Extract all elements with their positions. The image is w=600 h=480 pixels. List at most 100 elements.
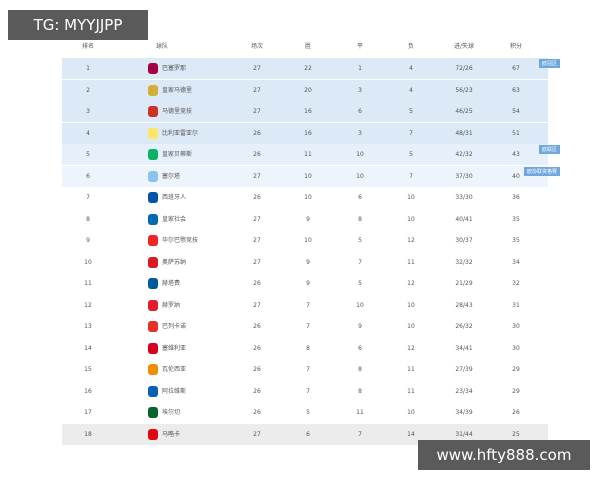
team-logo <box>148 127 158 139</box>
table-cell: 10 <box>84 258 92 266</box>
team-logo <box>148 299 158 311</box>
table-cell: 9 <box>358 323 362 330</box>
team-name: 埃尔切 <box>162 409 181 416</box>
team-name: 巴塞罗那 <box>162 65 187 72</box>
table-cell: 34/39 <box>455 409 473 416</box>
team-name: 奥萨苏纳 <box>162 258 187 266</box>
team-name: 比利亚雷亚尔 <box>162 129 199 137</box>
table-cell: 7 <box>86 194 90 201</box>
table-cell: 36 <box>512 194 520 201</box>
team-name: 瓦伦西亚 <box>162 366 187 373</box>
header-cell: 胜 <box>304 43 311 50</box>
table-row: 15 瓦伦西亚 26 7 8 11 27/39 29 <box>62 359 548 380</box>
table-row: 14 塞维利亚 26 8 6 12 34/41 30 <box>62 337 548 359</box>
table-cell: 16 <box>304 108 312 115</box>
table-cell: 5 <box>409 151 413 158</box>
table-cell: 10 <box>407 409 415 416</box>
table-cell: 12 <box>84 301 92 309</box>
table-cell: 7 <box>306 301 310 309</box>
table-cell: 12 <box>407 280 415 287</box>
table-cell: 9 <box>306 215 310 223</box>
table-row: 11 赫塔费 26 9 5 12 21/29 32 <box>62 273 548 294</box>
table-cell: 26 <box>253 323 261 330</box>
table-cell: 10 <box>407 323 415 330</box>
table-cell: 3 <box>358 86 362 94</box>
team-logo <box>148 364 158 375</box>
table-cell: 4 <box>409 65 413 72</box>
table-cell: 10 <box>407 215 415 223</box>
table-cell: 5 <box>306 409 310 416</box>
table-cell: 10 <box>304 237 312 244</box>
table-cell: 30 <box>512 323 520 330</box>
table-row: 10 奥萨苏纳 27 9 7 11 32/32 34 <box>62 251 548 273</box>
team-name: 西班牙人 <box>162 194 187 201</box>
table-cell: 2 <box>86 86 90 94</box>
table-cell: 54 <box>512 108 520 115</box>
team-logo <box>148 106 158 117</box>
team-name: 塞维利亚 <box>162 344 187 352</box>
table-cell: 5 <box>409 108 413 115</box>
table-cell: 7 <box>358 258 362 266</box>
table-cell: 67 <box>512 65 520 72</box>
table-cell: 9 <box>306 258 310 266</box>
table-cell: 8 <box>358 387 362 395</box>
header-cell: 负 <box>407 43 414 50</box>
table-cell: 26 <box>253 366 261 373</box>
team-name: 马略卡 <box>162 430 181 438</box>
table-cell: 34 <box>512 258 520 266</box>
table-cell: 3 <box>86 108 90 115</box>
table-cell: 27/39 <box>455 366 473 373</box>
table-cell: 10 <box>407 301 415 309</box>
table-cell: 11 <box>407 366 415 373</box>
table-cell: 8 <box>86 215 90 223</box>
table-cell: 10 <box>356 172 364 180</box>
table-cell: 27 <box>253 215 261 223</box>
table-cell: 6 <box>358 344 362 352</box>
table-cell: 30 <box>512 344 520 352</box>
table-cell: 56/23 <box>455 86 473 94</box>
table-cell: 11 <box>304 151 312 158</box>
table-row: 9 毕尔巴鄂竞技 27 10 5 12 30/37 35 <box>62 230 548 251</box>
table-cell: 29 <box>512 387 520 395</box>
table-cell: 31/44 <box>455 430 473 438</box>
table-cell: 14 <box>407 430 415 438</box>
table-cell: 9 <box>86 237 90 244</box>
table-cell: 10 <box>304 172 312 180</box>
table-cell: 27 <box>253 258 261 266</box>
table-cell: 6 <box>358 108 362 115</box>
table-cell: 10 <box>304 194 312 201</box>
table-cell: 7 <box>306 387 310 395</box>
table-cell: 26 <box>253 151 261 158</box>
table-row: 3 马德里竞技 27 16 6 5 46/25 54 <box>62 101 548 122</box>
table-cell: 43 <box>512 151 520 158</box>
table-cell: 20 <box>304 86 312 94</box>
team-name: 皇家贝蒂斯 <box>162 151 193 158</box>
table-cell: 27 <box>253 301 261 309</box>
table-cell: 1 <box>86 65 90 72</box>
table-cell: 7 <box>409 129 413 137</box>
team-logo <box>148 149 158 160</box>
table-cell: 31 <box>512 301 520 309</box>
table-cell: 8 <box>358 215 362 223</box>
table-cell: 4 <box>86 129 90 137</box>
table-cell: 26 <box>253 344 261 352</box>
table-cell: 1 <box>358 65 362 72</box>
table-cell: 8 <box>306 344 310 352</box>
table-cell: 7 <box>409 172 413 180</box>
table-row: 8 皇家社会 27 9 8 10 40/41 35 <box>62 208 548 230</box>
team-logo <box>148 235 158 246</box>
table-cell: 51 <box>512 129 520 137</box>
table-cell: 27 <box>253 86 261 94</box>
team-logo <box>148 192 158 203</box>
table-cell: 16 <box>84 387 92 395</box>
team-name: 马德里竞技 <box>162 108 193 115</box>
table-cell: 11 <box>84 280 92 287</box>
team-logo <box>148 428 158 440</box>
table-cell: 40/41 <box>455 215 473 223</box>
table-cell: 8 <box>358 366 362 373</box>
header-cell: 场次 <box>250 43 263 50</box>
table-cell: 34/41 <box>455 344 473 352</box>
table-cell: 15 <box>84 366 92 373</box>
table-cell: 11 <box>356 409 364 416</box>
table-row: 18 马略卡 27 6 7 14 31/44 25 <box>62 423 548 445</box>
